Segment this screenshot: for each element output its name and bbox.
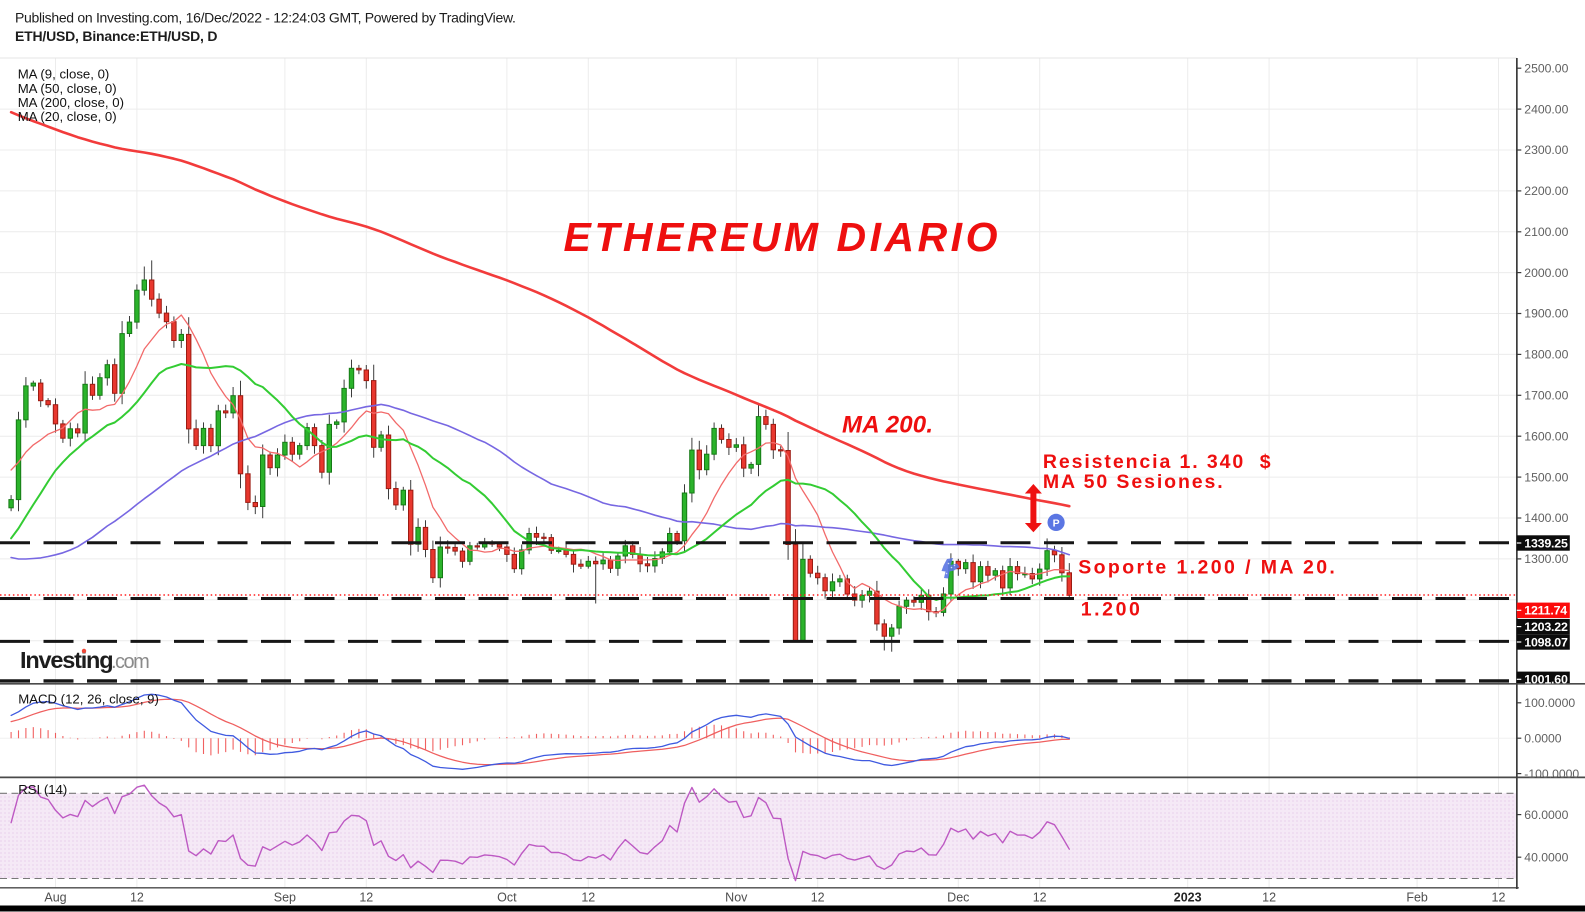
svg-text:P: P bbox=[1053, 518, 1060, 530]
svg-text:MA (50, close, 0): MA (50, close, 0) bbox=[18, 81, 117, 96]
svg-text:-100.0000: -100.0000 bbox=[1524, 767, 1579, 781]
svg-text:0.0000: 0.0000 bbox=[1524, 731, 1561, 745]
svg-text:Soporte 1.200 / MA 20.: Soporte 1.200 / MA 20. bbox=[1078, 557, 1337, 579]
svg-text:ETHEREUM DIARIO: ETHEREUM DIARIO bbox=[564, 214, 1001, 260]
svg-text:1400.00: 1400.00 bbox=[1524, 511, 1568, 525]
svg-text:Nov: Nov bbox=[725, 891, 748, 905]
svg-text:Resistencia 1. 340 $: Resistencia 1. 340 $ bbox=[1043, 451, 1273, 473]
svg-text:2000.00: 2000.00 bbox=[1524, 266, 1568, 280]
svg-text:MA (9, close, 0): MA (9, close, 0) bbox=[18, 67, 110, 82]
svg-text:1800.00: 1800.00 bbox=[1524, 348, 1568, 362]
svg-text:12: 12 bbox=[359, 891, 373, 905]
svg-text:1339.25: 1339.25 bbox=[1524, 536, 1568, 550]
svg-text:Published on Investing.com, 16: Published on Investing.com, 16/Dec/2022 … bbox=[15, 10, 516, 26]
svg-text:12: 12 bbox=[130, 891, 144, 905]
svg-text:2100.00: 2100.00 bbox=[1524, 225, 1568, 239]
svg-text:MA (20, close, 0): MA (20, close, 0) bbox=[18, 109, 117, 124]
svg-text:1600.00: 1600.00 bbox=[1524, 429, 1568, 443]
svg-text:1211.74: 1211.74 bbox=[1524, 604, 1567, 618]
svg-text:Investing: Investing bbox=[20, 647, 112, 673]
svg-text:12: 12 bbox=[1492, 891, 1506, 905]
svg-text:40.0000: 40.0000 bbox=[1524, 850, 1568, 864]
svg-text:2300.00: 2300.00 bbox=[1524, 143, 1568, 157]
svg-text:60.0000: 60.0000 bbox=[1524, 808, 1568, 822]
svg-text:Oct: Oct bbox=[497, 891, 517, 905]
svg-text:12: 12 bbox=[1033, 891, 1047, 905]
svg-text:Feb: Feb bbox=[1406, 891, 1428, 905]
svg-text:12: 12 bbox=[581, 891, 595, 905]
svg-text:1.200: 1.200 bbox=[1081, 598, 1143, 620]
svg-text:1900.00: 1900.00 bbox=[1524, 307, 1568, 321]
svg-text:MACD (12, 26, close, 9): MACD (12, 26, close, 9) bbox=[18, 692, 159, 707]
svg-text:MA 200.: MA 200. bbox=[842, 412, 933, 439]
svg-text:Aug: Aug bbox=[44, 891, 66, 905]
svg-text:Dec: Dec bbox=[947, 891, 969, 905]
svg-text:Sep: Sep bbox=[274, 891, 296, 905]
svg-text:1500.00: 1500.00 bbox=[1524, 470, 1568, 484]
svg-text:1300.00: 1300.00 bbox=[1524, 552, 1568, 566]
svg-text:MA 50 Sesiones.: MA 50 Sesiones. bbox=[1043, 471, 1225, 493]
svg-text:1700.00: 1700.00 bbox=[1524, 389, 1568, 403]
svg-text:.com: .com bbox=[111, 651, 149, 673]
svg-text:12: 12 bbox=[1262, 891, 1276, 905]
svg-text:2023: 2023 bbox=[1174, 891, 1202, 905]
svg-text:100.0000: 100.0000 bbox=[1524, 696, 1575, 710]
svg-text:1203.22: 1203.22 bbox=[1524, 620, 1568, 634]
svg-text:1098.07: 1098.07 bbox=[1524, 635, 1568, 649]
svg-text:MA (200, close, 0): MA (200, close, 0) bbox=[18, 95, 124, 110]
svg-text:ETH/USD, Binance:ETH/USD, D: ETH/USD, Binance:ETH/USD, D bbox=[15, 28, 217, 44]
svg-text:12: 12 bbox=[811, 891, 825, 905]
svg-text:2200.00: 2200.00 bbox=[1524, 184, 1568, 198]
svg-text:2400.00: 2400.00 bbox=[1524, 102, 1568, 116]
svg-text:RSI (14): RSI (14) bbox=[18, 782, 67, 797]
svg-text:2500.00: 2500.00 bbox=[1524, 61, 1568, 75]
svg-text:1001.60: 1001.60 bbox=[1524, 673, 1568, 687]
